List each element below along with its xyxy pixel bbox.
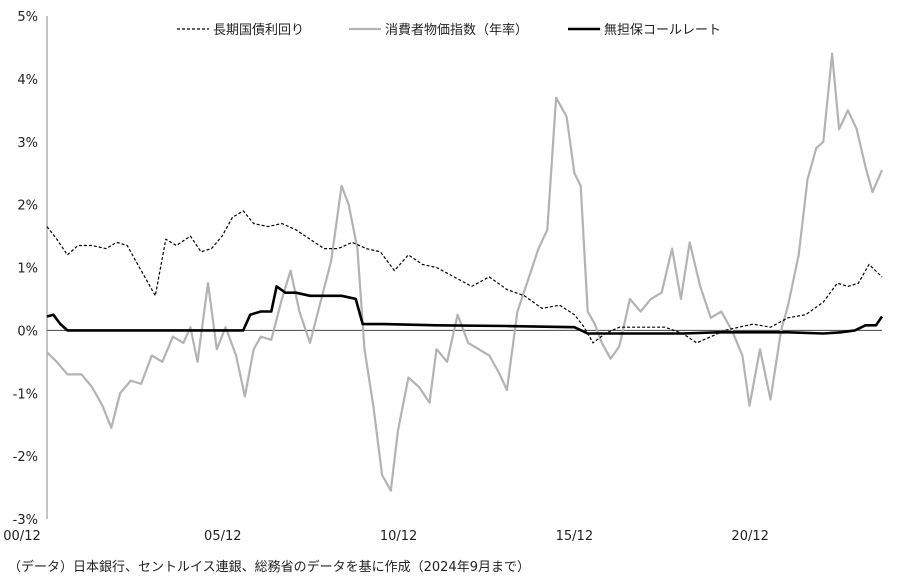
y-tick-label: 3% xyxy=(17,136,38,151)
series-line-0 xyxy=(46,210,883,344)
x-tick-label: 10/12 xyxy=(380,529,417,544)
y-tick-label: 5% xyxy=(17,10,38,25)
legend-label-1: 消費者物価指数（年率） xyxy=(385,22,528,38)
y-tick-label: 4% xyxy=(17,73,38,88)
source-note: （データ）日本銀行、セントルイス連銀、総務省のデータを基に作成（2024年9月ま… xyxy=(8,560,530,575)
legend: 長期国債利回り 消費者物価指数（年率） 無担保コールレート xyxy=(177,22,721,38)
y-tick-label: -1% xyxy=(13,387,38,402)
x-tick-label: 05/12 xyxy=(204,529,241,544)
y-tick-label: -2% xyxy=(13,450,38,465)
y-tick-label: -3% xyxy=(13,513,38,528)
y-tick-label: 2% xyxy=(17,199,38,214)
x-tick-label: 20/12 xyxy=(731,529,768,544)
legend-label-2: 無担保コールレート xyxy=(604,23,721,38)
x-axis-tick-labels: 00/12 05/12 10/12 15/12 20/12 xyxy=(3,529,769,544)
x-tick-label: 15/12 xyxy=(556,529,593,544)
series-layer xyxy=(46,52,884,492)
series-line-1 xyxy=(46,52,884,492)
series-line-2 xyxy=(46,285,884,335)
x-tick-label: 00/12 xyxy=(3,529,40,544)
y-axis-tick-labels: 5% 4% 3% 2% 1% 0% -1% -2% -3% xyxy=(13,10,38,528)
y-tick-label: 1% xyxy=(17,262,38,277)
legend-label-0: 長期国債利回り xyxy=(213,23,304,38)
y-tick-label: 0% xyxy=(17,324,38,339)
